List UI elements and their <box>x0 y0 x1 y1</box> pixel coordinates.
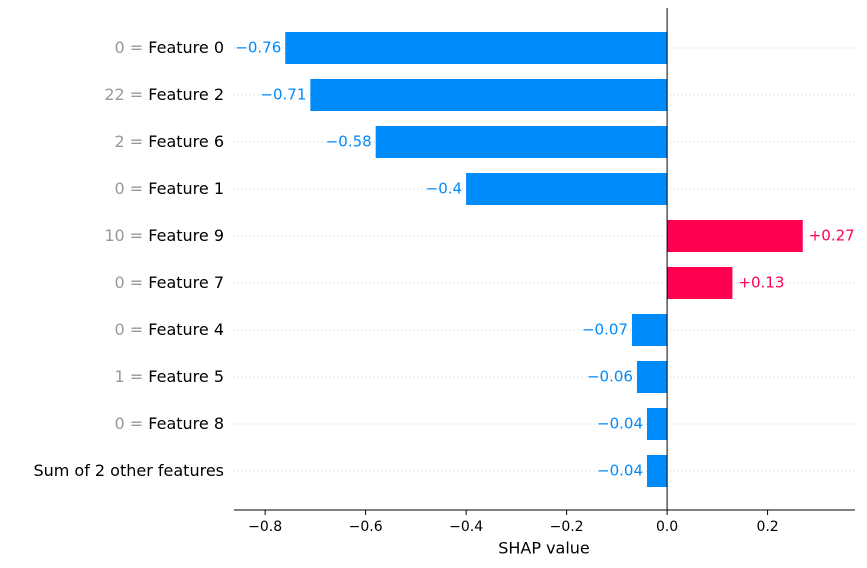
x-tick-label: −0.4 <box>449 519 483 535</box>
value-label: +0.13 <box>738 274 784 292</box>
feature-value: 22 = <box>104 85 143 104</box>
y-tick-label: 0 = Feature 1 <box>115 179 225 198</box>
feature-value: 0 = <box>115 179 144 198</box>
value-label: −0.07 <box>582 321 628 339</box>
feature-name: Feature 5 <box>148 367 224 386</box>
y-tick-label: 0 = Feature 8 <box>115 414 225 433</box>
feature-value: 1 = <box>115 367 144 386</box>
feature-name: Sum of 2 other features <box>33 461 224 480</box>
y-tick-label: 1 = Feature 5 <box>115 367 225 386</box>
value-label: −0.71 <box>260 86 306 104</box>
x-tick-label: 0.2 <box>756 519 778 535</box>
bar <box>285 32 668 64</box>
y-tick-label: 0 = Feature 7 <box>115 273 225 292</box>
value-label: +0.27 <box>809 227 855 245</box>
y-tick-label: 2 = Feature 6 <box>115 132 225 151</box>
bar <box>310 79 668 111</box>
x-tick-label: −0.6 <box>349 519 383 535</box>
feature-value: 2 = <box>115 132 144 151</box>
value-label: −0.4 <box>426 180 462 198</box>
feature-name: Feature 9 <box>148 226 224 245</box>
feature-name: Feature 6 <box>148 132 224 151</box>
bar <box>375 126 668 158</box>
x-axis-label: SHAP value <box>498 539 590 558</box>
feature-name: Feature 1 <box>148 179 224 198</box>
value-label: −0.58 <box>326 133 372 151</box>
y-tick-label: 10 = Feature 9 <box>104 226 224 245</box>
feature-name: Feature 0 <box>148 38 224 57</box>
bar <box>631 314 668 346</box>
y-tick-label: 22 = Feature 2 <box>104 85 224 104</box>
feature-value: 0 = <box>115 273 144 292</box>
bar <box>646 455 668 487</box>
value-label: −0.04 <box>597 462 643 480</box>
feature-name: Feature 8 <box>148 414 224 433</box>
y-tick-label: 0 = Feature 0 <box>115 38 225 57</box>
value-label: −0.06 <box>587 368 633 386</box>
bar <box>667 267 733 299</box>
feature-value: 0 = <box>115 414 144 433</box>
x-tick-label: −0.8 <box>248 519 282 535</box>
feature-value: 10 = <box>104 226 143 245</box>
x-tick-label: −0.2 <box>550 519 584 535</box>
x-tick-label: 0.0 <box>656 519 678 535</box>
bar <box>667 220 803 252</box>
feature-name: Feature 4 <box>148 320 224 339</box>
bar <box>646 408 668 440</box>
bar <box>466 173 668 205</box>
y-tick-label: Sum of 2 other features <box>33 461 224 480</box>
value-label: −0.76 <box>235 39 281 57</box>
bar <box>636 361 668 393</box>
feature-value: 0 = <box>115 38 144 57</box>
feature-name: Feature 2 <box>148 85 224 104</box>
y-tick-label: 0 = Feature 4 <box>115 320 225 339</box>
feature-value: 0 = <box>115 320 144 339</box>
feature-name: Feature 7 <box>148 273 224 292</box>
value-label: −0.04 <box>597 415 643 433</box>
